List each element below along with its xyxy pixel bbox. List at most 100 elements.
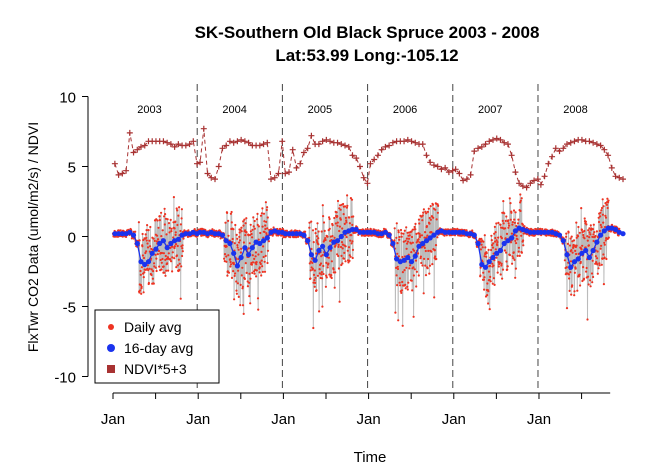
daily-point	[492, 242, 495, 245]
daily-point	[505, 260, 508, 263]
daily-point	[606, 206, 609, 210]
daily-point	[402, 232, 405, 235]
daily-point	[410, 235, 414, 239]
avg16-point	[164, 245, 170, 251]
ndvi-point	[460, 177, 467, 184]
daily-point	[223, 257, 226, 260]
daily-point	[343, 205, 347, 208]
daily-point	[416, 240, 419, 243]
ndvi-point	[593, 141, 600, 148]
daily-point	[578, 231, 581, 234]
daily-point	[519, 193, 522, 196]
daily-point	[169, 246, 172, 249]
ndvi-point	[119, 170, 126, 177]
y-tick-label: -10	[54, 370, 76, 387]
daily-point	[317, 230, 320, 233]
daily-point	[419, 234, 422, 237]
daily-point	[235, 233, 238, 236]
daily-point	[230, 263, 233, 266]
daily-point	[231, 237, 234, 241]
daily-point	[415, 232, 418, 235]
daily-point	[351, 240, 354, 243]
daily-point	[322, 264, 325, 268]
daily-point	[151, 248, 154, 251]
daily-point	[255, 269, 258, 272]
daily-point	[263, 270, 267, 273]
ndvi-point	[353, 155, 360, 162]
avg16-point	[153, 246, 159, 252]
daily-point	[349, 239, 352, 242]
daily-point	[163, 207, 166, 210]
avg16-point	[249, 245, 255, 251]
daily-point	[571, 251, 574, 254]
daily-point	[495, 239, 498, 242]
daily-point	[232, 228, 235, 231]
daily-point	[260, 212, 263, 215]
daily-point	[396, 265, 399, 268]
avg16-point	[394, 256, 400, 262]
daily-point	[143, 271, 146, 274]
daily-point	[508, 197, 511, 200]
daily-point	[151, 277, 154, 280]
ndvi-point	[238, 136, 245, 143]
daily-point	[235, 280, 238, 283]
daily-point	[322, 272, 325, 276]
avg16-point	[471, 232, 477, 238]
daily-point	[586, 318, 589, 321]
daily-point	[139, 289, 142, 292]
avg16-point	[612, 226, 619, 233]
daily-point	[479, 248, 482, 251]
ndvi-point	[427, 159, 434, 166]
legend-swatch-ndvi	[107, 365, 115, 373]
daily-point	[145, 250, 148, 253]
daily-point	[495, 222, 498, 225]
daily-point	[368, 234, 372, 237]
daily-point	[145, 236, 148, 239]
avg16-point	[338, 233, 344, 240]
daily-point	[594, 234, 597, 238]
daily-point	[600, 209, 603, 212]
daily-point	[597, 220, 601, 224]
daily-point	[251, 261, 255, 264]
ndvi-point	[349, 152, 356, 159]
daily-point	[316, 274, 319, 277]
daily-point	[491, 262, 494, 265]
daily-point	[487, 302, 490, 305]
daily-point	[251, 271, 254, 274]
daily-point	[158, 219, 161, 222]
daily-point	[125, 235, 128, 238]
ndvi-point	[342, 142, 349, 149]
daily-point	[601, 198, 604, 201]
daily-point	[580, 207, 583, 210]
daily-point	[310, 247, 313, 251]
daily-point	[244, 229, 247, 232]
daily-point	[264, 227, 267, 231]
daily-point	[167, 222, 171, 225]
avg16-point	[412, 253, 418, 259]
avg16-point	[275, 229, 282, 235]
daily-point	[158, 265, 161, 268]
daily-point	[565, 307, 569, 310]
daily-point	[242, 241, 245, 244]
daily-point	[520, 234, 523, 237]
daily-point	[248, 233, 252, 237]
daily-point	[266, 216, 269, 219]
ndvi-point	[289, 146, 296, 153]
daily-point	[166, 218, 169, 221]
ndvi-point	[512, 169, 519, 176]
daily-point	[321, 204, 324, 207]
ndvi-point	[323, 136, 330, 143]
daily-point	[422, 208, 425, 211]
avg16-point	[119, 231, 125, 237]
daily-point	[325, 276, 328, 279]
daily-point	[415, 270, 418, 273]
daily-point	[161, 229, 164, 232]
daily-point	[408, 234, 411, 237]
daily-point	[238, 235, 241, 238]
daily-point	[262, 212, 266, 215]
daily-point	[253, 257, 256, 260]
daily-point	[173, 245, 176, 248]
daily-point	[410, 251, 413, 254]
daily-point	[226, 274, 229, 277]
ndvi-point	[493, 135, 500, 142]
